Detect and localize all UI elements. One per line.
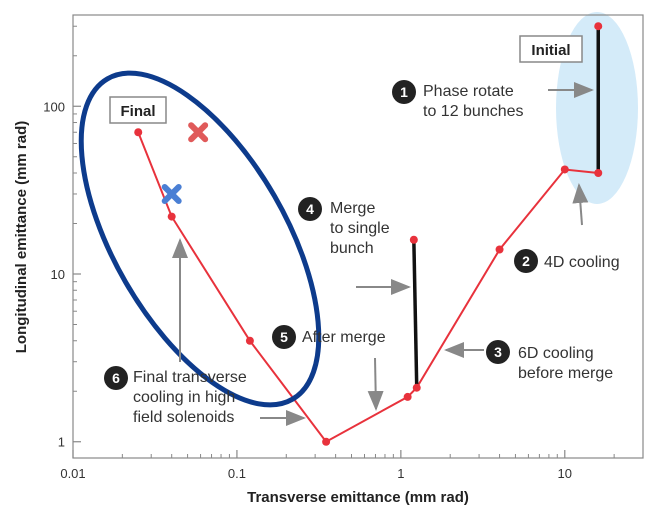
annotation-4-line3: bunch — [330, 240, 374, 257]
annotation-2-num: 2 — [522, 253, 530, 269]
annotation-2: 2 4D cooling — [514, 249, 620, 273]
annotation-4-num: 4 — [306, 201, 314, 217]
data-point — [412, 383, 421, 392]
marker-stroke — [161, 183, 182, 204]
annotation-5-num: 5 — [280, 329, 288, 345]
annotation-1: 1 Phase rotate to 12 bunches — [392, 80, 524, 120]
annotation-6-line3: field solenoids — [133, 409, 234, 426]
red-x-marker — [188, 122, 209, 143]
blue-x-marker — [161, 183, 182, 204]
data-point — [409, 235, 418, 244]
annotation-4-line1: Merge — [330, 200, 375, 217]
annotation-6-line2: cooling in high — [133, 389, 235, 406]
annotation-5: 5 After merge — [272, 325, 386, 349]
annotation-4-line2: to single — [330, 220, 390, 237]
x-tick-label: 1 — [397, 466, 404, 481]
annotation-1-line1: Phase rotate — [423, 83, 514, 100]
annotation-3-line2: before merge — [518, 365, 613, 382]
x-tick-label: 0.1 — [228, 466, 246, 481]
data-point — [134, 128, 143, 137]
y-tick-label: 10 — [51, 267, 65, 282]
y-tick-label: 1 — [58, 435, 65, 450]
initial-box-label: Initial — [531, 42, 570, 59]
annotation-6-line1: Final transverse — [133, 369, 247, 386]
x-tick-label: 10 — [558, 466, 572, 481]
annotation-6-num: 6 — [112, 370, 120, 386]
annotation-1-num: 1 — [400, 84, 408, 100]
initial-box: Initial — [519, 35, 583, 63]
data-point — [594, 169, 603, 178]
annotation-3-line1: 6D cooling — [518, 345, 594, 362]
y-tick-label: 100 — [43, 99, 65, 114]
annotation-5-line1: After merge — [302, 329, 386, 346]
data-point — [560, 165, 569, 174]
data-point — [594, 22, 603, 31]
annotation-6: 6 Final transverse cooling in high field… — [104, 366, 247, 426]
final-box: Final — [109, 96, 167, 124]
data-point — [167, 212, 176, 221]
annotation-4: 4 Merge to single bunch — [298, 197, 390, 257]
data-point — [495, 245, 504, 254]
data-point — [245, 336, 254, 345]
data-point — [322, 437, 331, 446]
marker-stroke — [188, 122, 209, 143]
annotation-3-num: 3 — [494, 344, 502, 360]
annotation-2-line1: 4D cooling — [544, 254, 620, 271]
final-region — [78, 70, 322, 408]
annotation-1-line2: to 12 bunches — [423, 103, 524, 120]
series-layer — [134, 22, 603, 446]
y-axis-title: Longitudinal emittance (mm rad) — [13, 121, 30, 354]
plot-frame — [72, 14, 644, 459]
annotation-arrows — [172, 82, 594, 426]
series-line — [137, 26, 600, 443]
merge-line — [412, 239, 419, 388]
x-tick-label: 0.01 — [60, 466, 85, 481]
final-box-label: Final — [120, 103, 155, 120]
data-point — [403, 392, 412, 401]
x-axis-title: Transverse emittance (mm rad) — [247, 489, 469, 506]
annotation-3: 3 6D cooling before merge — [486, 340, 613, 382]
axes: 0.01 0.1 1 10 1 10 100 — [43, 25, 644, 481]
